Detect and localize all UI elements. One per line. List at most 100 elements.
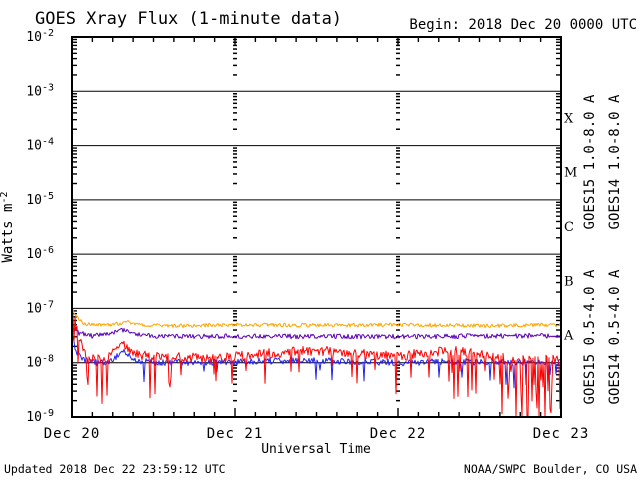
day-gridline-dash [396, 118, 400, 121]
day-gridline-dash [396, 336, 400, 338]
day-gridline-dash [233, 310, 237, 312]
day-gridline-dash [396, 93, 400, 95]
day-gridline-dash [233, 316, 237, 318]
day-gridline-dash [396, 399, 400, 402]
flux-class-letter-a: A [563, 329, 574, 344]
flux-class-letter-b: B [564, 274, 574, 289]
day-gridline-dash [396, 201, 400, 204]
y-tick-label-1e-9: 10-9 [26, 408, 54, 425]
day-gridline-dash [396, 261, 400, 264]
day-gridline-dash [233, 207, 237, 210]
day-gridline-dash [233, 378, 237, 380]
day-gridline-dash [396, 182, 400, 185]
day-gridline-dash [233, 227, 237, 229]
x-tick-label-dec-22: Dec 22 [370, 426, 427, 442]
day-gridline-dash [396, 207, 400, 210]
x-tick-label-dec-21: Dec 21 [207, 426, 264, 442]
begin-time-label: Begin: 2018 Dec 20 0000 UTC [409, 17, 637, 33]
day-gridline-dash [396, 95, 400, 98]
day-gridline-dash [396, 291, 400, 293]
day-gridline-dash [233, 265, 237, 267]
credit-label: NOAA/SWPC Boulder, CO USA [464, 462, 637, 476]
day-gridline-dash [233, 258, 237, 261]
day-gridline-dash [233, 255, 237, 258]
x-tick-label-dec-23: Dec 23 [533, 426, 590, 442]
day-gridline-dash [396, 319, 400, 322]
day-gridline-dash [233, 220, 237, 223]
day-gridline-dash [233, 291, 237, 293]
day-gridline-dash [396, 310, 400, 312]
day-gridline-dash [233, 153, 237, 155]
day-gridline-dash [233, 147, 237, 149]
day-gridline-dash [396, 153, 400, 155]
day-gridline-dash [396, 173, 400, 175]
day-gridline-dash [396, 269, 400, 272]
day-gridline-dash [233, 374, 237, 376]
day-gridline-dash [233, 95, 237, 98]
y-tick-label-1e-2: 10-2 [26, 28, 54, 45]
day-gridline-dash [233, 173, 237, 175]
day-gridline-dash [233, 367, 237, 369]
day-gridline-dash [396, 316, 400, 318]
day-gridline-dash [233, 370, 237, 372]
day-gridline-dash [396, 345, 400, 348]
day-gridline-dash [233, 204, 237, 206]
goes14-0-5-4-0-a-series-path [71, 326, 562, 340]
day-gridline-dash [233, 64, 237, 67]
day-gridline-dash [396, 98, 400, 101]
goes15-1-0-8-0-a-series-path [71, 304, 562, 418]
goes15-0-5-4-0-a-series-path [71, 334, 562, 389]
legend-label-goes14-1-0-8-0-a: GOES14 1.0-8.0 A [607, 94, 623, 229]
y-tick-label-1e-8: 10-8 [26, 354, 54, 371]
legend-label-goes15-1-0-8-0-a: GOES15 1.0-8.0 A [582, 94, 598, 229]
day-gridline-dash [233, 118, 237, 121]
day-gridline-dash [233, 383, 237, 386]
day-gridline-dash [396, 370, 400, 372]
day-gridline-dash [233, 161, 237, 163]
day-gridline-dash [396, 265, 400, 267]
day-gridline-dash [233, 237, 237, 239]
day-gridline-dash [396, 112, 400, 114]
day-gridline-dash [396, 364, 400, 366]
day-gridline-dash [233, 98, 237, 101]
flux-class-letter-m: M [564, 166, 577, 181]
y-tick-label-1e-3: 10-3 [26, 82, 54, 99]
updated-timestamp: Updated 2018 Dec 22 23:59:12 UTC [4, 462, 226, 476]
y-tick-label-1e-5: 10-5 [26, 191, 54, 208]
day-gridline-dash [396, 48, 400, 50]
day-gridline-dash [396, 390, 400, 392]
day-gridline-dash [233, 345, 237, 348]
day-gridline-dash [396, 258, 400, 261]
y-tick-label-1e-7: 10-7 [26, 299, 54, 316]
day-gridline-dash [233, 215, 237, 217]
flux-class-letter-c: C [564, 220, 574, 235]
day-gridline-dash [396, 255, 400, 258]
day-gridline-dash [233, 166, 237, 168]
day-gridline-dash [233, 128, 237, 130]
day-gridline-dash [233, 52, 237, 55]
flux-class-letter-x: X [564, 111, 574, 126]
day-gridline-dash [396, 128, 400, 130]
day-gridline-dash [233, 261, 237, 264]
x-axis-title: Universal Time [261, 442, 371, 457]
day-gridline-dash [396, 52, 400, 55]
legend-label-goes14-0-5-4-0-a: GOES14 0.5-4.0 A [607, 269, 623, 404]
day-gridline-dash [233, 390, 237, 392]
day-gridline-dash [396, 374, 400, 376]
day-gridline-dash [396, 274, 400, 277]
day-gridline-dash [396, 106, 400, 109]
day-gridline-dash [233, 201, 237, 204]
day-gridline-dash [396, 211, 400, 213]
day-gridline-dash [396, 161, 400, 163]
plot-frame [71, 36, 562, 418]
day-gridline-dash [396, 147, 400, 149]
day-gridline-dash [233, 112, 237, 114]
day-gridline-dash [396, 312, 400, 315]
chart-title: GOES Xray Flux (1-minute data) [35, 9, 342, 29]
day-gridline-dash [396, 220, 400, 223]
day-gridline-dash [396, 227, 400, 229]
day-gridline-dash [233, 182, 237, 185]
day-gridline-dash [396, 166, 400, 168]
day-gridline-dash [396, 150, 400, 152]
